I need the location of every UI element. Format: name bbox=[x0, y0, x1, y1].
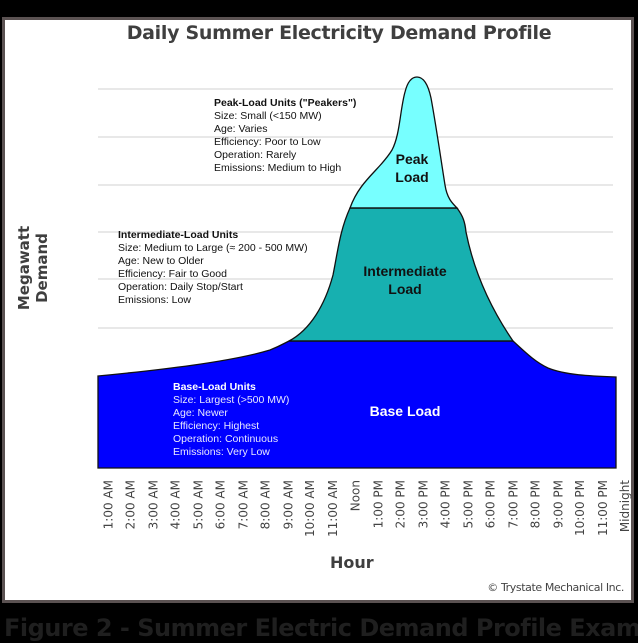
peak-note-line: Efficiency: Poor to Low bbox=[214, 136, 321, 148]
peak-note-line: Operation: Rarely bbox=[214, 149, 297, 161]
copyright-notice: © Trystate Mechanical Inc. bbox=[487, 581, 624, 594]
x-tick-label: 11:00 AM bbox=[326, 480, 340, 537]
peak-label-line1: Peak bbox=[395, 151, 429, 167]
intermediate-label-line2: Load bbox=[388, 281, 422, 297]
x-tick-label: 3:00 AM bbox=[146, 480, 160, 530]
x-tick-label: Midnight bbox=[618, 480, 632, 533]
x-tick-label: 8:00 PM bbox=[528, 480, 542, 529]
x-axis-label: Hour bbox=[330, 553, 374, 572]
intermediate-note-line: Operation: Daily Stop/Start bbox=[118, 281, 243, 293]
x-tick-label: 5:00 AM bbox=[191, 480, 205, 530]
x-tick-label: 7:00 AM bbox=[236, 480, 250, 530]
x-tick-label: 8:00 AM bbox=[258, 480, 272, 530]
base-note-line: Emissions: Very Low bbox=[173, 446, 270, 458]
peak-label-line2: Load bbox=[395, 169, 429, 185]
x-tick-label: 5:00 PM bbox=[461, 480, 475, 529]
intermediate-note-line: Emissions: Low bbox=[118, 294, 191, 306]
x-tick-label: 11:00 PM bbox=[596, 480, 610, 536]
x-tick-label: 2:00 PM bbox=[393, 480, 407, 529]
x-tick-label: 7:00 PM bbox=[506, 480, 520, 529]
x-tick-label: 6:00 AM bbox=[213, 480, 227, 530]
intermediate-note-line: Age: New to Older bbox=[118, 255, 204, 267]
peak-load-label: Peak Load bbox=[380, 150, 444, 186]
x-tick-label: 3:00 PM bbox=[416, 480, 430, 529]
x-tick-label: 9:00 AM bbox=[281, 480, 295, 530]
peak-note-line: Age: Varies bbox=[214, 123, 268, 135]
base-note-heading: Base-Load Units bbox=[173, 381, 256, 393]
base-units-note: Base-Load Units Size: Largest (>500 MW) … bbox=[173, 381, 289, 459]
peak-load-area bbox=[349, 76, 459, 209]
x-tick-label: Noon bbox=[348, 480, 362, 512]
base-note-line: Age: Newer bbox=[173, 407, 228, 419]
base-note-line: Operation: Continuous bbox=[173, 433, 279, 445]
base-load-label: Base Load bbox=[369, 403, 441, 419]
x-tick-label: 6:00 PM bbox=[483, 480, 497, 529]
peak-note-line: Size: Small (<150 MW) bbox=[214, 110, 322, 122]
chart-title: Daily Summer Electricity Demand Profile bbox=[126, 22, 552, 44]
peak-note-line: Emissions: Medium to High bbox=[214, 162, 342, 174]
x-tick-label: 10:00 PM bbox=[573, 480, 587, 536]
intermediate-note-line: Efficiency: Fair to Good bbox=[118, 268, 227, 280]
intermediate-label-line1: Intermediate bbox=[363, 263, 447, 279]
intermediate-units-note: Intermediate-Load Units Size: Medium to … bbox=[118, 229, 308, 307]
intermediate-load-label: Intermediate Load bbox=[345, 262, 465, 298]
x-tick-label: 4:00 AM bbox=[168, 480, 182, 530]
y-axis-label: Megawatt Demand bbox=[15, 225, 51, 311]
peak-note-heading: Peak-Load Units ("Peakers") bbox=[214, 97, 357, 109]
x-tick-label: 1:00 AM bbox=[101, 480, 115, 530]
intermediate-note-line: Size: Medium to Large (≈ 200 - 500 MW) bbox=[118, 242, 308, 254]
base-note-line: Efficiency: Highest bbox=[173, 420, 260, 432]
x-tick-label: 9:00 PM bbox=[551, 480, 565, 529]
peak-units-note: Peak-Load Units ("Peakers") Size: Small … bbox=[214, 97, 356, 175]
x-tick-label: 10:00 AM bbox=[303, 480, 317, 537]
intermediate-note-heading: Intermediate-Load Units bbox=[118, 229, 239, 241]
figure-panel bbox=[2, 17, 634, 603]
figure-caption: Figure 2 - Summer Electric Demand Profil… bbox=[4, 614, 638, 642]
base-note-line: Size: Largest (>500 MW) bbox=[173, 394, 290, 406]
x-tick-label: 2:00 AM bbox=[123, 480, 137, 530]
x-tick-label: 1:00 PM bbox=[371, 480, 385, 529]
x-tick-label: 4:00 PM bbox=[438, 480, 452, 529]
